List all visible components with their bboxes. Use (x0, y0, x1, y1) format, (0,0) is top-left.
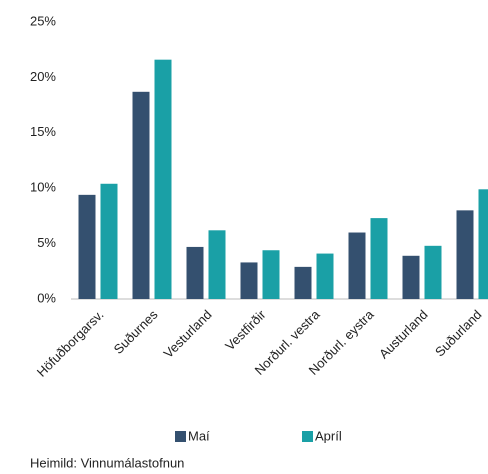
legend-swatch (175, 431, 186, 442)
x-tick-label: Suðurnes (111, 307, 161, 357)
x-tick-label: Vestfirðir (222, 306, 269, 353)
bar (240, 262, 258, 299)
legend-label: Apríl (315, 428, 342, 443)
bar (294, 266, 312, 299)
bar (186, 246, 204, 299)
bar (262, 250, 280, 299)
bar (132, 91, 150, 299)
bar (370, 218, 388, 299)
y-tick-label: 25% (30, 13, 56, 28)
bar (402, 255, 420, 299)
legend-swatch (302, 431, 313, 442)
bar (478, 189, 488, 299)
source-note: Heimild: Vinnumálastofnun (30, 455, 184, 470)
bar (424, 245, 442, 299)
x-tick-label: Höfuðborgarsv. (34, 307, 107, 380)
y-tick-label: 20% (30, 69, 56, 84)
bar (100, 183, 118, 299)
y-tick-label: 5% (37, 235, 56, 250)
y-tick-label: 10% (30, 180, 56, 195)
bar (208, 230, 226, 299)
bar (348, 232, 366, 299)
bar (78, 194, 96, 299)
y-tick-label: 15% (30, 124, 56, 139)
y-tick-label: 0% (37, 290, 56, 305)
legend-label: Maí (188, 428, 210, 443)
x-tick-label: Vesturland (161, 307, 215, 361)
bar (154, 59, 172, 300)
x-tick-label: Austurland (376, 307, 431, 362)
x-tick-label: Suðurland (432, 307, 485, 360)
bar (316, 253, 334, 299)
bar (456, 210, 474, 299)
